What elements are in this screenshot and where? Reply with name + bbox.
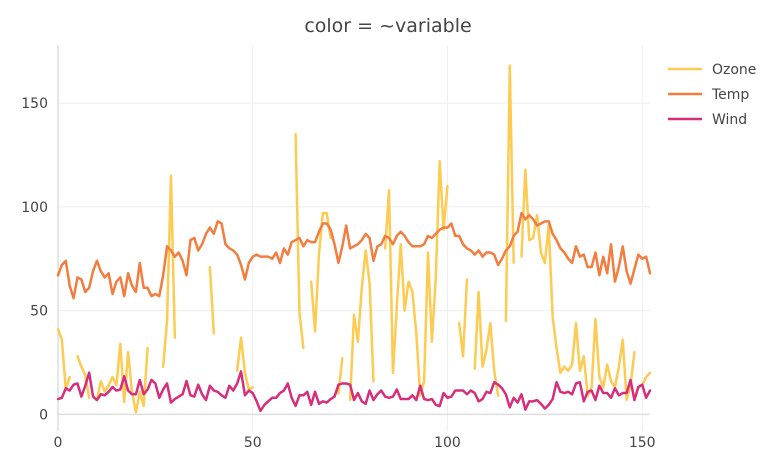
legend-item-temp[interactable]: Temp <box>668 87 749 103</box>
series-line-temp[interactable] <box>56 211 652 300</box>
y-tick-label: 0 <box>39 407 48 423</box>
legend-label-temp: Temp <box>711 87 749 103</box>
axis-ticks: 0 50 100 150 0 50 100 150 <box>21 96 655 451</box>
y-tick-label: 150 <box>21 96 48 112</box>
legend[interactable]: Ozone Temp Wind <box>668 62 756 128</box>
series-line-ozone[interactable] <box>56 64 652 414</box>
y-tick-label: 50 <box>30 304 48 320</box>
x-tick-label: 150 <box>629 435 656 451</box>
legend-label-wind: Wind <box>712 112 747 128</box>
x-tick-label: 0 <box>54 435 63 451</box>
x-tick-label: 50 <box>244 435 262 451</box>
series-line-wind[interactable] <box>56 370 652 413</box>
plot-area[interactable] <box>56 64 652 414</box>
legend-item-wind[interactable]: Wind <box>668 112 747 128</box>
y-tick-label: 100 <box>21 200 48 216</box>
legend-label-ozone: Ozone <box>712 62 756 78</box>
chart-title: color = ~variable <box>304 15 471 37</box>
x-tick-label: 100 <box>434 435 461 451</box>
legend-item-ozone[interactable]: Ozone <box>668 62 756 78</box>
grid-lines <box>57 45 650 431</box>
